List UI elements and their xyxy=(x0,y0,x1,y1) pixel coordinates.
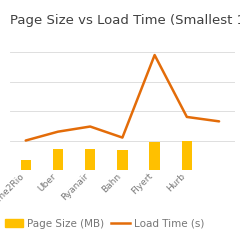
Bar xyxy=(21,160,31,170)
Bar xyxy=(85,149,95,170)
Bar xyxy=(117,150,127,170)
Text: Page Size vs Load Time (Smallest 10): Page Size vs Load Time (Smallest 10) xyxy=(10,14,240,28)
Bar xyxy=(53,149,63,170)
Legend: Page Size (MB), Load Time (s): Page Size (MB), Load Time (s) xyxy=(0,214,208,233)
Bar xyxy=(150,142,160,170)
Bar xyxy=(182,140,192,170)
